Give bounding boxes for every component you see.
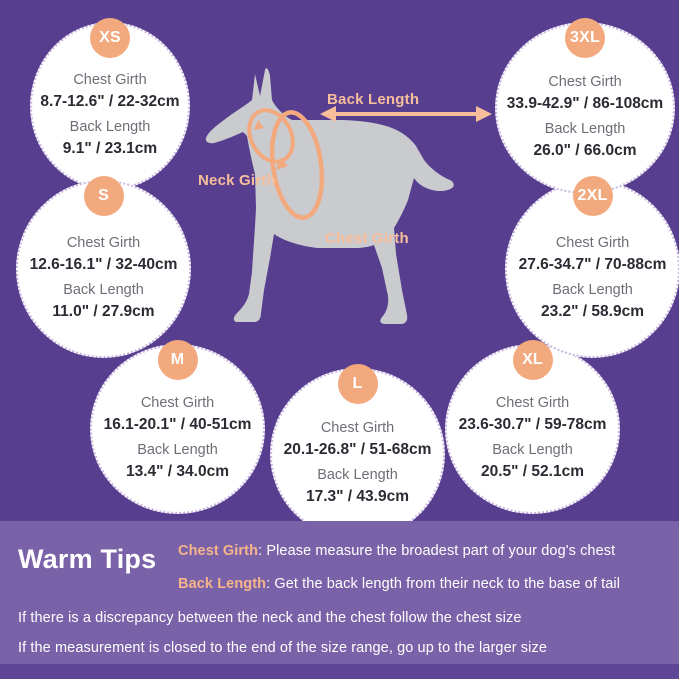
dog-silhouette-svg (205, 68, 492, 324)
size-badge-xl: XL (512, 340, 553, 380)
size-circle-content: Chest Girth 16.1-20.1" / 40-51cm Back Le… (104, 393, 252, 484)
chest-girth-value: 12.6-16.1" / 32-40cm (29, 255, 178, 273)
tip-chest-girth-accent: Chest Girth (178, 543, 259, 559)
chest-girth-value: 33.9-42.9" / 86-108cm (506, 94, 664, 112)
size-circle-l[interactable]: L Chest Girth 20.1-26.8" / 51-68cm Back … (270, 364, 445, 540)
size-circle-content: Chest Girth 20.1-26.8" / 51-68cm Back Le… (284, 418, 432, 509)
chest-girth-label: Chest Girth (495, 394, 570, 411)
size-circle-s[interactable]: S Chest Girth 12.6-16.1" / 32-40cm Back … (16, 176, 191, 358)
size-circle-content: Chest Girth 23.6-30.7" / 59-78cm Back Le… (459, 393, 607, 484)
size-circle-content: Chest Girth 12.6-16.1" / 32-40cm Back Le… (30, 233, 178, 324)
size-badge-2xl: 2XL (572, 176, 613, 216)
back-length-value: 13.4" / 34.0cm (125, 463, 229, 481)
chest-girth-value: 20.1-26.8" / 51-68cm (283, 440, 432, 458)
back-length-value: 11.0" / 27.9cm (52, 303, 155, 321)
size-circle-3xl[interactable]: 3XL Chest Girth 33.9-42.9" / 86-108cm Ba… (495, 18, 675, 194)
chest-girth-value: 23.6-30.7" / 59-78cm (458, 415, 607, 433)
tip-size-range: If the measurement is closed to the end … (18, 640, 547, 656)
back-length-label: Back Length (544, 121, 626, 137)
back-length-label: Back Length (69, 119, 151, 135)
tip-chest-girth-text: : Please measure the broadest part of yo… (258, 543, 616, 559)
size-badge-s: S (83, 176, 124, 216)
dog-illustration (196, 58, 496, 348)
chest-girth-label: Chest Girth (140, 394, 215, 411)
chest-girth-label: Chest Girth (73, 71, 147, 88)
chest-girth-value: 27.6-34.7" / 70-88cm (518, 255, 667, 273)
warm-tips-band: Warm Tips Chest Girth: Please measure th… (0, 521, 679, 664)
chest-girth-label: Chest Girth (555, 234, 630, 251)
size-badge-m: M (157, 340, 198, 380)
chest-girth-label: Chest Girth (66, 234, 141, 251)
neck-girth-measure-label: Neck Girth (198, 172, 276, 189)
back-length-label: Back Length (492, 442, 573, 458)
back-length-arrow (320, 106, 492, 122)
tip-back-length-accent: Back Length (178, 576, 267, 592)
size-circle-xs[interactable]: XS Chest Girth 8.7-12.6" / 22-32cm Back … (30, 18, 190, 190)
tip-chest-girth: Chest Girth: Please measure the broadest… (178, 543, 615, 559)
chest-girth-label: Chest Girth (320, 419, 395, 436)
chest-girth-loop (269, 110, 325, 220)
size-circle-2xl[interactable]: 2XL Chest Girth 27.6-34.7" / 70-88cm Bac… (505, 176, 679, 358)
size-circle-m[interactable]: M Chest Girth 16.1-20.1" / 40-51cm Back … (90, 340, 265, 514)
tip-back-length-text: : Get the back length from their neck to… (266, 576, 621, 592)
chest-girth-measure-label: Chest Girth (325, 230, 409, 247)
back-length-label: Back Length (137, 442, 218, 458)
back-length-measure-label: Back Length (327, 91, 420, 108)
back-length-label: Back Length (317, 467, 398, 483)
back-length-value: 9.1" / 23.1cm (62, 140, 158, 158)
dog-body-shape (205, 68, 454, 324)
size-circle-content: Chest Girth 27.6-34.7" / 70-88cm Back Le… (519, 233, 667, 324)
size-badge-xs: XS (90, 18, 130, 58)
bottom-strip (0, 664, 679, 679)
back-length-value: 23.2" / 58.9cm (540, 303, 644, 321)
chest-girth-label: Chest Girth (548, 73, 622, 90)
tip-discrepancy: If there is a discrepancy between the ne… (18, 610, 522, 626)
back-length-value: 26.0" / 66.0cm (533, 142, 637, 160)
chest-girth-value: 8.7-12.6" / 22-32cm (40, 92, 180, 110)
back-length-value: 17.3" / 43.9cm (305, 488, 409, 506)
back-length-label: Back Length (63, 282, 144, 298)
back-length-label: Back Length (552, 282, 633, 298)
chest-girth-value: 16.1-20.1" / 40-51cm (103, 415, 252, 433)
back-length-value: 20.5" / 52.1cm (480, 463, 584, 481)
size-circle-xl[interactable]: XL Chest Girth 23.6-30.7" / 59-78cm Back… (445, 340, 620, 514)
size-circle-content: Chest Girth 33.9-42.9" / 86-108cm Back L… (507, 72, 663, 163)
size-badge-l: L (337, 364, 378, 404)
tip-back-length: Back Length: Get the back length from th… (178, 576, 620, 592)
neck-girth-loop (247, 108, 295, 164)
size-circle-content: Chest Girth 8.7-12.6" / 22-32cm Back Len… (40, 70, 179, 161)
warm-tips-title: Warm Tips (18, 544, 157, 574)
size-badge-3xl: 3XL (565, 18, 605, 58)
